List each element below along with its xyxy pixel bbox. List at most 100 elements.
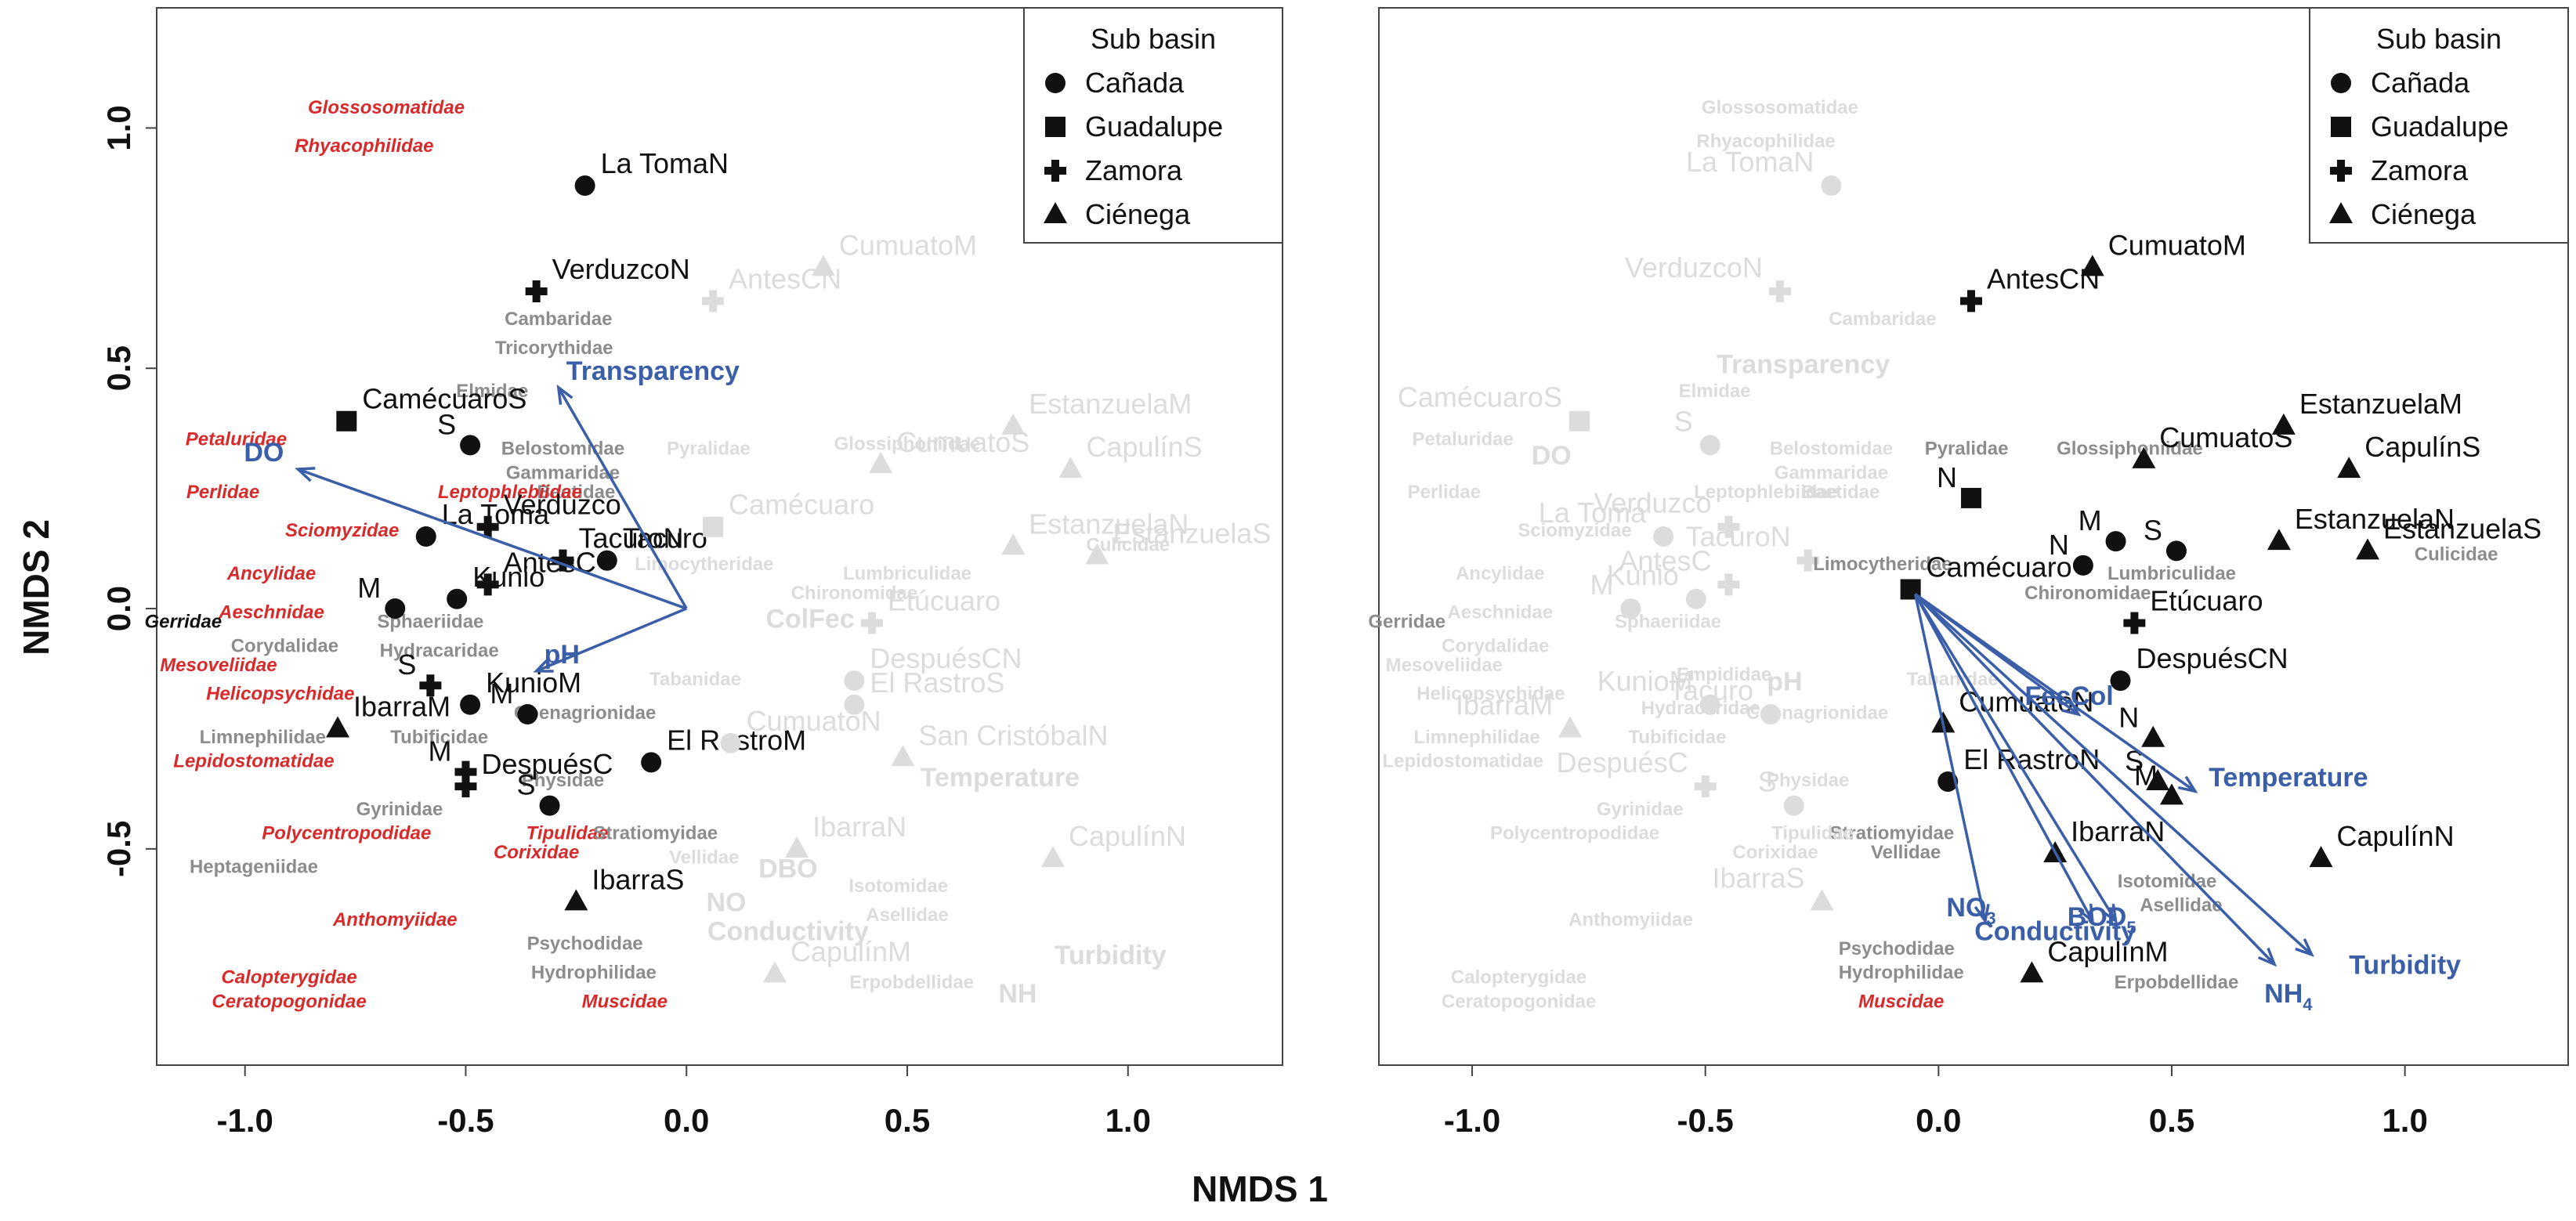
family-label-psychodidae: Psychodidae xyxy=(1839,938,1955,959)
family-label-hydracaridae: Hydracaridae xyxy=(380,640,499,661)
x-axis-title: NMDS 1 xyxy=(1192,1169,1328,1209)
site-label-m: M xyxy=(490,677,513,710)
family-label-chironomidae: Chironomidae xyxy=(2024,583,2151,604)
site-label-faded: S xyxy=(1674,405,1693,437)
y-axis-title: NMDS 2 xyxy=(16,519,56,656)
site-label-estanzuelas: EstanzuelaS xyxy=(2383,512,2542,544)
env-arrowhead-no3 xyxy=(1974,903,1990,925)
site-marker-ibarram xyxy=(326,716,350,738)
family-label-corydalidae: Corydalidae xyxy=(231,635,338,656)
site-marker-estanzuelam xyxy=(2271,413,2296,435)
family-label-hydracaridae: Hydracaridae xyxy=(1641,698,1760,719)
site-marker-legend-cienega xyxy=(1044,202,1067,223)
site-marker-camecuaros xyxy=(1568,410,1590,432)
site-marker-tacuro xyxy=(596,550,617,571)
site-label-verduzco: Verduzco xyxy=(504,489,621,521)
family-label-belostomidae: Belostomidae xyxy=(1770,439,1893,460)
env-label-feccol: FecCol xyxy=(2024,681,2113,711)
site-label-antescn: AntesCN xyxy=(1987,262,2100,294)
site-label-cumuatos: CumuatoS xyxy=(896,426,1029,458)
site-label-cumuatos: CumuatoS xyxy=(2159,421,2292,453)
site-marker-tacuron xyxy=(1796,549,1819,572)
env-arrowhead-transparency xyxy=(556,384,573,405)
legend-item-zamora: Zamora xyxy=(2371,154,2469,186)
site-label-faded: IbarraM xyxy=(1456,688,1553,721)
family-label-petaluridae: Petaluridae xyxy=(1412,428,1513,450)
site-marker-capulinm xyxy=(762,961,787,983)
site-marker-ibarram xyxy=(1558,716,1583,738)
family-label-corydalidae: Corydalidae xyxy=(1442,635,1549,656)
family-label-baetidae: Baetidae xyxy=(1801,482,1880,503)
family-label-gerridae: Gerridae xyxy=(144,612,222,633)
family-label-gammaridae: Gammaridae xyxy=(506,462,620,483)
family-label-limocytheridae: Limocytheridae xyxy=(1813,554,1952,575)
site-marker-legend-zamora xyxy=(2330,160,2352,182)
family-label-gammaridae: Gammaridae xyxy=(1775,462,1888,483)
y-tick-label: 0.0 xyxy=(100,586,137,631)
site-label-faded: IbarraS xyxy=(1712,862,1804,894)
site-marker-legend-guadalupe xyxy=(1045,117,1065,137)
site-marker-n xyxy=(1961,487,1982,508)
env-label-do: DO xyxy=(244,438,284,468)
site-marker-kunio xyxy=(1685,588,1706,609)
site-marker-cumuatos xyxy=(869,451,893,473)
site-marker-el-rastros xyxy=(844,694,865,715)
site-label-tacuron: TacuroN xyxy=(578,522,683,555)
family-label-muscidae: Muscidae xyxy=(1858,991,1944,1012)
site-marker-despuesc xyxy=(1694,775,1717,798)
env-arrowhead-temperature xyxy=(2177,775,2198,793)
site-label-san-cristobaln: San CristóbalN xyxy=(918,719,1108,751)
family-label-glossosomatidae: Glossosomatidae xyxy=(1702,97,1858,118)
family-label-glossosomatidae: Glossosomatidae xyxy=(308,97,465,118)
family-label-rhyacophilidae: Rhyacophilidae xyxy=(295,135,433,157)
site-marker-capulins xyxy=(2337,457,2361,479)
family-label-asellidae: Asellidae xyxy=(866,905,948,926)
env-arrow-nh4 xyxy=(1914,593,2276,966)
family-label-helicopsychidae: Helicopsychidae xyxy=(206,684,354,705)
site-label-faded: La TomaN xyxy=(1686,146,1814,178)
env-label-faded: DO xyxy=(1532,441,1572,471)
family-label-mesoveliidae: Mesoveliidae xyxy=(1386,655,1503,676)
site-marker-el-rastrom xyxy=(641,752,662,773)
family-label-erpobdellidae: Erpobdellidae xyxy=(2115,972,2239,993)
family-label-vellidae: Vellidae xyxy=(669,847,739,868)
site-marker-etucuaro xyxy=(860,612,883,634)
family-label-lepidostomatidae: Lepidostomatidae xyxy=(1382,751,1543,772)
site-label-tacuro: Tacuro xyxy=(623,522,707,555)
env-label-faded: ColFec xyxy=(765,605,854,634)
env-arrowhead-ph xyxy=(533,657,554,673)
site-label-faded: DespuésC xyxy=(1557,746,1688,778)
family-label-gerridae: Gerridae xyxy=(1368,612,1445,633)
site-label-faded: CamécuaroS xyxy=(1398,381,1562,414)
site-marker-la-toman xyxy=(574,175,595,197)
site-marker-cumuatos xyxy=(2132,446,2156,468)
family-label-heptageniidae: Heptageniidae xyxy=(190,857,318,878)
env-label-conductivity: Conductivity xyxy=(1974,916,2136,946)
env-label-faded: Transparency xyxy=(1717,349,1890,379)
site-marker-m xyxy=(517,704,538,725)
site-label-faded: TacuroN xyxy=(1686,521,1791,553)
family-label-pyralidae: Pyralidae xyxy=(667,439,751,460)
site-label-el-rastron: El RastroN xyxy=(1963,743,2100,775)
site-marker-kuniom xyxy=(460,694,481,715)
env-label-faded: pH xyxy=(1767,666,1802,696)
legend: Sub basin Cañada Guadalupe Zamora Ciénega xyxy=(2309,7,2569,244)
site-marker-s xyxy=(419,674,442,697)
site-marker-la-toman xyxy=(1821,175,1842,197)
site-label-estanzuelam: EstanzuelaM xyxy=(2299,388,2462,420)
site-marker-antesc xyxy=(1717,573,1740,596)
family-label-gyrinidae: Gyrinidae xyxy=(1597,799,1684,820)
family-label-ancylidae: Ancylidae xyxy=(1456,563,1544,584)
legend-item-canada: Cañada xyxy=(1085,67,1185,99)
family-label-tabanidae: Tabanidae xyxy=(1907,669,1999,690)
site-marker-la-toma xyxy=(415,526,436,547)
site-label-m: M xyxy=(357,572,381,604)
site-label-s: S xyxy=(397,648,416,681)
family-label-physidae: Physidae xyxy=(522,770,604,791)
panel-right: -1.0 -0.5 0.0 0.5 1.0 Transparency DO pH La Toma… xyxy=(1368,7,2569,1139)
site-marker-kunio xyxy=(447,588,468,609)
site-marker-cumuatom xyxy=(2080,255,2104,276)
site-marker-estanzuelan xyxy=(2267,529,2291,551)
site-label-ibarran: IbarraN xyxy=(2071,815,2165,847)
site-marker-legend-canada xyxy=(1045,73,1065,93)
